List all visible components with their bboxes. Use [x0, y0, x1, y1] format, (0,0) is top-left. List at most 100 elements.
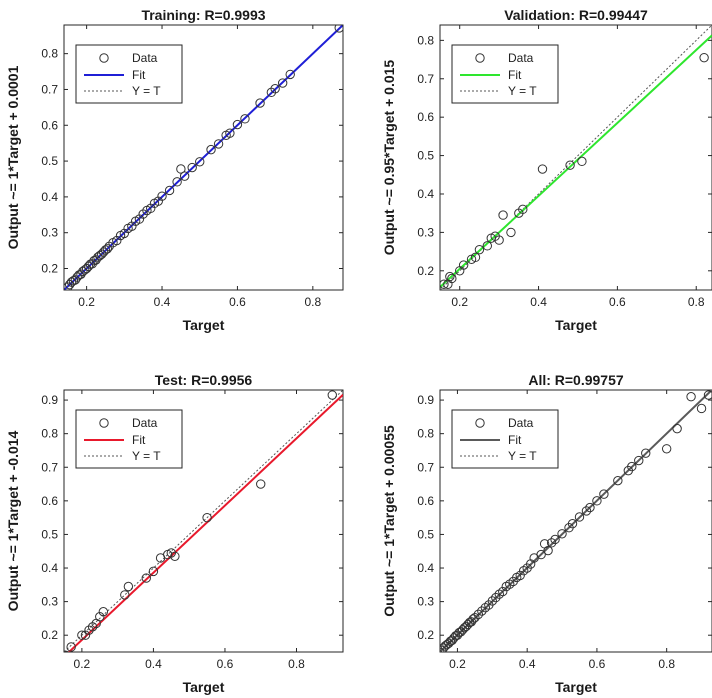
test-y-axis-label: Output ~= 1*Target + -0.014 [5, 430, 21, 611]
all-data-point [641, 448, 651, 458]
validation-x-tick-label: 0.4 [530, 295, 547, 309]
all-data-point [599, 489, 609, 499]
training-title: Training: R=0.9993 [141, 7, 265, 23]
test-y-tick-label: 0.4 [41, 561, 58, 575]
panels: Training: R=0.9993 Target Output ~= 1*Targ… [5, 7, 712, 695]
all-legend-identity-label: Y = T [508, 449, 537, 463]
test-x-tick-label: 0.4 [145, 657, 162, 671]
validation-chart: Validation: R=0.99447 Target Output ~= 0.9… [381, 7, 712, 333]
test-data-point [87, 622, 98, 632]
test-y-tick-label: 0.3 [41, 595, 58, 609]
validation-data-point [447, 273, 457, 284]
training-y-tick-label: 0.2 [41, 262, 58, 276]
all-x-axis-label: Target [555, 679, 597, 695]
all-data-point [574, 512, 585, 522]
validation-legend-identity-label: Y = T [508, 84, 537, 98]
all-data-point [536, 549, 546, 560]
training-data-point [270, 84, 280, 94]
validation-y-tick-label: 0.4 [417, 187, 434, 201]
test-x-axis-label: Target [183, 679, 225, 695]
test-data-point [77, 630, 87, 640]
training-x-tick-label: 0.8 [304, 295, 321, 309]
all-series [440, 390, 712, 652]
validation-data-point [440, 279, 449, 289]
test-data-point [64, 650, 70, 652]
all-legend: Data Fit Y = T [451, 409, 559, 469]
test-y-tick-label: 0.5 [41, 527, 58, 541]
training-x-axis-label: Target [183, 317, 225, 333]
test-data-point [123, 581, 134, 592]
validation-fit-line [440, 34, 712, 288]
all-data-point [661, 444, 672, 454]
all-title: All: R=0.99757 [528, 372, 624, 388]
all-data-point [543, 545, 553, 556]
test-legend-fit-label: Fit [132, 433, 146, 447]
test-chart: Test: R=0.9956 Target Output ~= 1*Target +… [5, 372, 344, 695]
training-y-tick-label: 0.4 [41, 190, 58, 204]
validation-data-point [445, 271, 455, 282]
all-data-point [567, 518, 578, 529]
validation-data-point [506, 227, 516, 238]
training-x-tick-label: 0.2 [78, 295, 95, 309]
all-data-point [581, 506, 592, 516]
validation-title: Validation: R=0.99447 [504, 7, 648, 23]
validation-data-point [494, 235, 504, 245]
validation-x-axis-label: Target [555, 317, 597, 333]
all-y-tick-label: 0.3 [417, 595, 434, 609]
validation-y-tick-label: 0.2 [417, 264, 434, 278]
training-series [64, 25, 343, 290]
test-y-tick-label: 0.2 [41, 628, 58, 642]
validation-x-tick-label: 0.8 [688, 295, 705, 309]
test-legend: Data Fit Y = T [75, 409, 183, 469]
training-legend-data-marker [99, 53, 109, 63]
validation-legend: Data Fit Y = T [451, 44, 559, 104]
training-data-point [179, 171, 190, 181]
all-data-point [477, 606, 487, 616]
all-data-point [440, 641, 450, 651]
all-legend-fit-label: Fit [508, 433, 522, 447]
validation-identity-line [440, 25, 712, 290]
validation-series [440, 25, 712, 290]
training-data-point [225, 128, 235, 138]
test-data-point [148, 566, 159, 577]
all-legend-data-label: Data [508, 416, 534, 430]
all-data-point [585, 502, 595, 513]
validation-y-tick-label: 0.8 [417, 33, 434, 47]
all-data-point [592, 496, 602, 506]
all-y-tick-label: 0.8 [417, 427, 434, 441]
validation-y-axis-label: Output ~= 0.95*Target + 0.015 [381, 60, 397, 256]
validation-legend-data-marker [475, 53, 485, 63]
training-data-point [172, 177, 182, 187]
test-data-point [166, 548, 177, 558]
all-data-point [550, 534, 560, 545]
all-data-point [459, 623, 470, 633]
all-y-tick-label: 0.5 [417, 527, 434, 541]
all-data-point [515, 570, 525, 581]
training-data-point [255, 98, 265, 108]
validation-legend-data-label: Data [508, 51, 534, 65]
all-data-point [686, 392, 696, 402]
all-y-tick-label: 0.7 [417, 460, 434, 474]
test-title: Test: R=0.9956 [155, 372, 253, 388]
all-data-point [457, 625, 468, 635]
validation-data-point [498, 210, 508, 220]
test-data-point [256, 479, 266, 489]
all-y-tick-label: 0.4 [417, 561, 434, 575]
all-x-tick-label: 0.4 [519, 657, 536, 671]
validation-x-tick-label: 0.2 [451, 295, 468, 309]
validation-data-point [518, 204, 528, 215]
test-data-point [84, 625, 94, 635]
validation-x-tick-label: 0.6 [609, 295, 626, 309]
test-legend-data-label: Data [132, 416, 158, 430]
test-data-point [66, 642, 76, 652]
all-data-point [449, 633, 459, 643]
all-data-point [703, 390, 712, 400]
training-x-tick-label: 0.6 [229, 295, 246, 309]
test-y-tick-label: 0.7 [41, 460, 58, 474]
all-y-tick-label: 0.2 [417, 628, 434, 642]
test-data-point [95, 612, 105, 622]
test-data-point [202, 512, 212, 523]
validation-y-tick-label: 0.6 [417, 110, 434, 124]
all-data-point [696, 403, 707, 414]
training-data-point [164, 185, 175, 196]
